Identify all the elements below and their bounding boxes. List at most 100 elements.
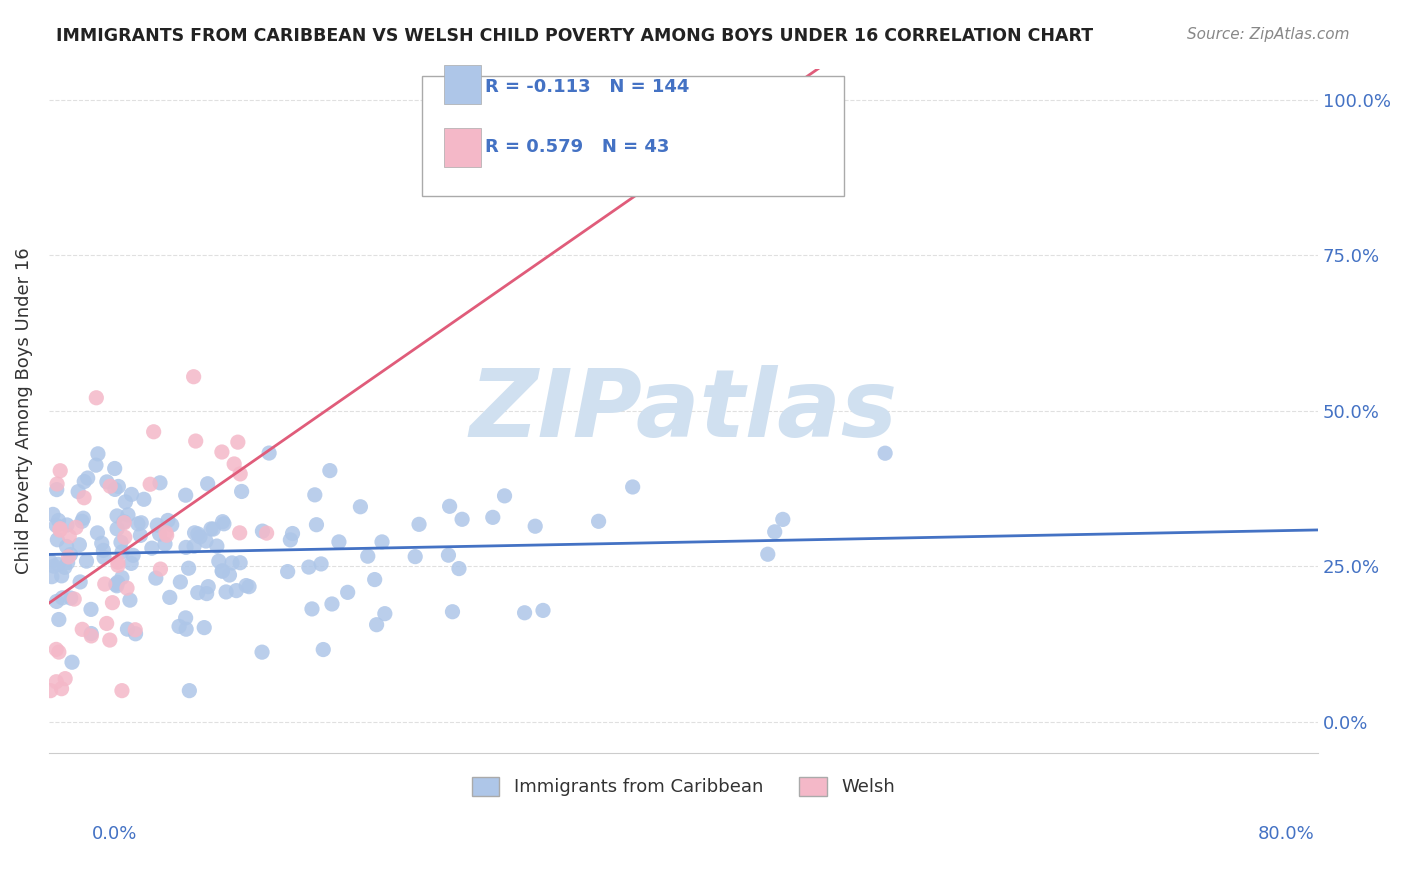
Point [45,483,67,497]
Point [129,528,152,542]
Point [87,447,110,461]
Point [115,581,138,595]
Point [105,579,128,593]
Point [45,594,67,608]
Point [193,621,215,635]
Point [197,580,219,594]
Text: 0.0%: 0.0% [91,825,136,843]
Point [524,519,547,533]
Point [238,580,260,594]
Point [73,475,96,489]
Point [256,526,278,541]
Point [65,520,87,534]
Point [69,574,91,589]
Point [875,446,897,460]
Point [229,556,252,570]
Point [59,591,82,605]
Point [194,534,217,549]
Point [211,564,233,578]
Point [229,467,252,481]
Point [56,518,79,533]
Point [112,516,135,530]
Point [321,597,343,611]
Point [55,540,77,554]
Point [141,541,163,556]
Point [280,533,302,547]
Point [76,471,98,485]
Point [756,547,779,561]
Point [231,484,253,499]
Point [110,535,132,549]
Point [104,461,127,475]
Point [183,539,205,553]
Point [366,617,388,632]
Point [304,488,326,502]
Point [301,602,323,616]
Point [58,549,80,564]
Point [451,512,474,526]
Point [101,596,124,610]
Point [188,530,211,544]
Point [439,500,461,514]
Point [531,603,554,617]
Point [363,573,385,587]
Point [56,556,79,570]
Point [156,513,179,527]
Point [174,488,197,502]
Point [179,683,201,698]
Point [48,513,70,527]
Point [70,514,93,528]
Point [118,593,141,607]
Text: Source: ZipAtlas.com: Source: ZipAtlas.com [1187,27,1350,42]
Point [80,629,103,643]
Point [129,516,152,530]
Point [46,558,69,572]
Point [67,538,90,552]
Point [117,622,139,636]
Point [404,549,426,564]
Point [142,425,165,439]
Point [195,586,218,600]
Point [132,492,155,507]
Point [146,518,169,533]
Point [211,445,233,459]
Point [48,613,70,627]
Point [76,554,98,568]
Point [156,528,179,542]
Point [93,550,115,565]
Point [250,645,273,659]
Point [205,539,228,553]
Point [328,535,350,549]
Point [149,475,172,490]
Point [93,543,115,558]
Point [437,548,460,562]
Point [105,508,128,523]
Point [111,571,134,585]
Text: R = 0.579   N = 43: R = 0.579 N = 43 [485,138,669,156]
Point [94,577,117,591]
Point [80,626,103,640]
Point [90,536,112,550]
Legend: Immigrants from Caribbean, Welsh: Immigrants from Caribbean, Welsh [464,768,904,805]
Point [53,560,76,574]
Point [120,557,142,571]
Point [124,627,146,641]
Point [228,525,250,540]
Point [167,619,190,633]
Point [80,602,103,616]
Point [153,537,176,551]
Point [104,577,127,591]
Point [105,522,128,536]
Point [174,611,197,625]
Point [42,559,65,574]
Point [51,591,73,605]
Point [174,622,197,636]
Point [114,530,136,544]
Point [155,525,177,540]
Point [72,511,94,525]
Point [96,475,118,489]
Point [211,564,233,578]
Point [772,512,794,526]
Point [441,605,464,619]
Point [70,623,93,637]
